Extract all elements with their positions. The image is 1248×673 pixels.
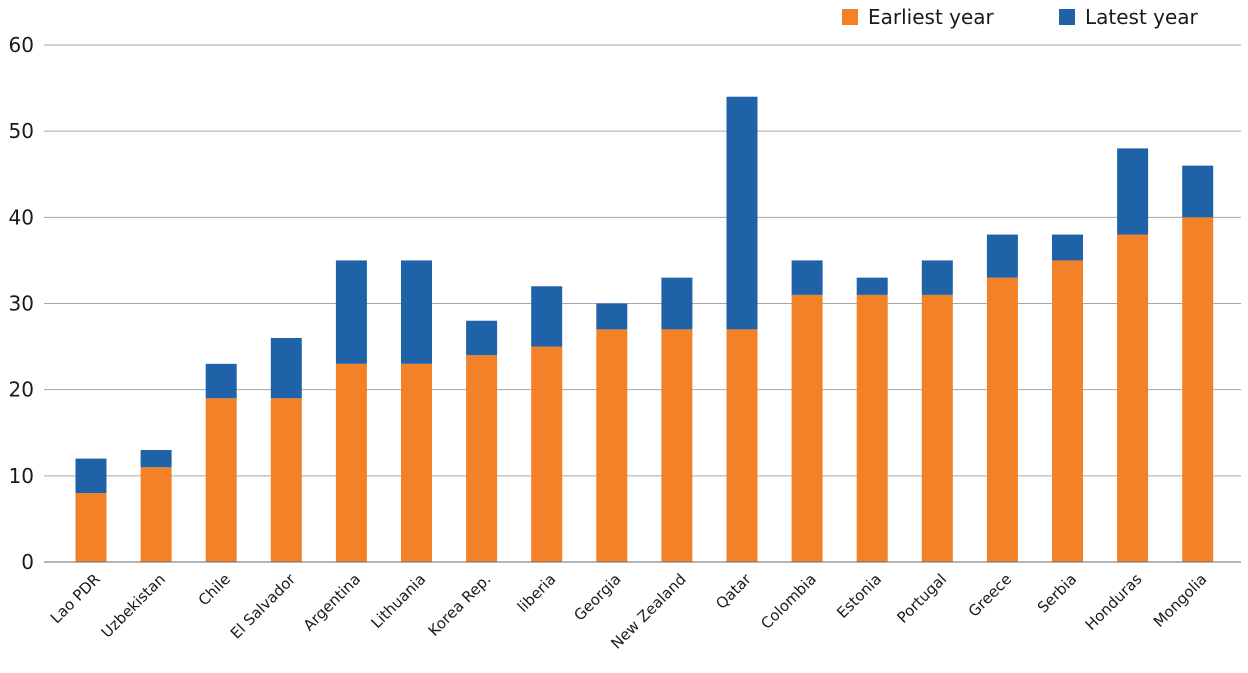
bars [75, 96, 1214, 563]
y-tick-label: 40 [9, 205, 34, 229]
bar-estonia-latest-year [856, 277, 888, 295]
bar-mongolia-latest-year [1182, 165, 1214, 218]
bar-liberia-latest-year [531, 286, 563, 347]
x-tick-label-georgia: Georgia [570, 570, 624, 624]
x-tick-label-korea-rep: Korea Rep. [425, 570, 495, 640]
x-tick-label-honduras: Honduras [1082, 570, 1146, 634]
bar-serbia-earliest-year [1052, 260, 1083, 562]
bar-honduras-latest-year [1117, 148, 1149, 235]
bar-lao-pdr-earliest-year [75, 493, 107, 562]
legend-swatch-earliest-year [842, 9, 858, 25]
bar-lithuania-latest-year [401, 260, 432, 364]
bar-uzbekistan-latest-year [140, 449, 172, 468]
legend-label-latest-year: Latest year [1085, 5, 1199, 29]
x-tick-label-chile: Chile [195, 570, 234, 609]
x-tick-label-argentina: Argentina [300, 570, 364, 634]
x-tick-label-colombia: Colombia [757, 570, 820, 633]
bar-el-salvador-latest-year [270, 337, 302, 399]
x-tick-label-el-salvador: El Salvador [227, 570, 300, 643]
x-tick-label-qatar: Qatar [712, 570, 755, 613]
x-tick-label-estonia: Estonia [833, 570, 885, 622]
bar-portugal-earliest-year [921, 294, 953, 562]
bar-qatar-latest-year [726, 96, 758, 330]
legend-swatch-latest-year [1059, 9, 1075, 25]
x-tick-label-lao-pdr: Lao PDR [47, 570, 104, 627]
x-tick-label-serbia: Serbia [1034, 570, 1081, 617]
bar-liberia-earliest-year [531, 346, 563, 562]
bar-georgia-latest-year [596, 303, 628, 330]
bar-estonia-earliest-year [856, 294, 888, 562]
y-tick-label: 0 [21, 550, 34, 574]
bar-korea-rep-latest-year [466, 320, 498, 356]
gridlines [44, 44, 1241, 477]
y-tick-label: 60 [9, 33, 34, 57]
x-tick-label-mongolia: Mongolia [1150, 570, 1211, 631]
y-tick-label: 30 [9, 292, 34, 316]
bar-uzbekistan-earliest-year [140, 467, 172, 562]
bar-new-zealand-latest-year [661, 277, 693, 330]
y-tick-label: 50 [9, 119, 34, 143]
bar-honduras-earliest-year [1117, 234, 1149, 563]
bar-qatar-earliest-year [726, 329, 758, 562]
bar-lithuania-earliest-year [401, 363, 432, 562]
bar-lao-pdr-latest-year [75, 458, 107, 494]
y-tick-label: 20 [9, 378, 34, 402]
bar-colombia-latest-year [791, 260, 823, 295]
bar-argentina-latest-year [335, 260, 367, 364]
x-tick-label-lithuania: Lithuania [367, 570, 429, 632]
bar-greece-latest-year [986, 234, 1018, 278]
bar-georgia-earliest-year [596, 329, 628, 562]
bar-el-salvador-earliest-year [270, 398, 302, 562]
bar-serbia-latest-year [1052, 234, 1083, 261]
x-tick-label-liberia: liberia [514, 570, 560, 616]
x-tick-label-uzbekistan: Uzbekistan [98, 570, 169, 641]
y-tick-label: 10 [9, 464, 34, 488]
bar-korea-rep-earliest-year [466, 355, 498, 562]
bar-chile-latest-year [205, 363, 237, 399]
bar-greece-earliest-year [986, 277, 1018, 562]
legend-label-earliest-year: Earliest year [868, 5, 995, 29]
y-axis-ticks: 0 10 20 30 40 50 60 [9, 33, 34, 574]
bar-argentina-earliest-year [335, 363, 367, 562]
bar-mongolia-earliest-year [1182, 217, 1214, 563]
bar-new-zealand-earliest-year [661, 329, 693, 562]
legend: Earliest year Latest year [842, 5, 1199, 29]
bar-portugal-latest-year [921, 260, 953, 295]
bar-chile-earliest-year [205, 398, 237, 562]
x-tick-label-portugal: Portugal [893, 570, 950, 627]
bar-colombia-earliest-year [791, 294, 823, 562]
x-tick-label-greece: Greece [965, 570, 1015, 620]
